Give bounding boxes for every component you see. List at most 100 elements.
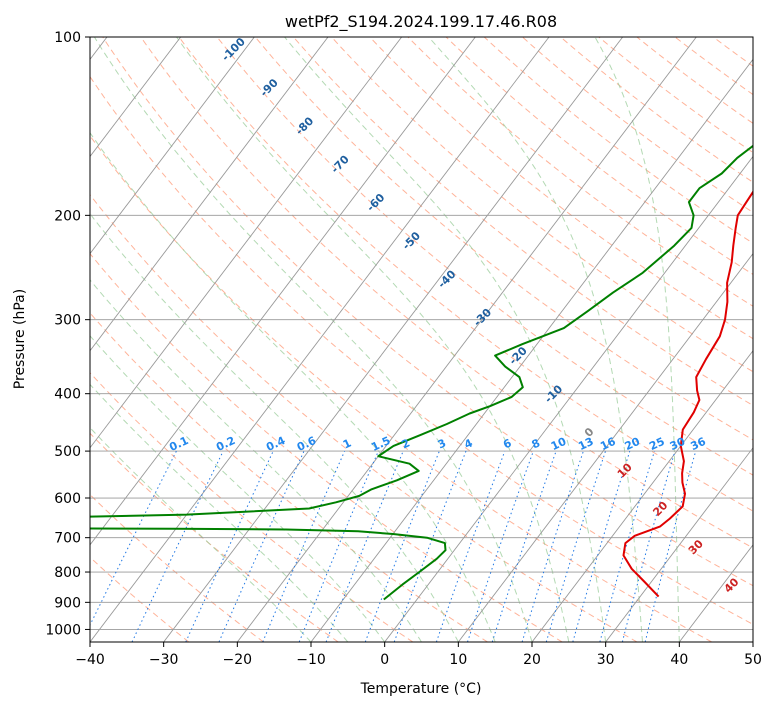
dry-adiabat — [90, 134, 712, 642]
dry-adiabat — [369, 37, 753, 340]
dry-adiabat-label: -20 — [507, 344, 530, 367]
x-axis: −40 −30 −20 −10 0 10 20 30 40 50 — [75, 642, 762, 668]
x-tick-label: −40 — [75, 652, 105, 668]
isotherm — [90, 37, 403, 449]
y-tick-label: 500 — [54, 444, 81, 460]
moist-adiabat — [594, 37, 680, 642]
dry-adiabat-label: -50 — [400, 229, 423, 252]
x-tick-label: 0 — [380, 652, 389, 668]
isotherm — [90, 37, 550, 642]
mixing-ratio-label: 1 — [341, 436, 353, 451]
mixing-ratio-line — [599, 450, 655, 642]
dry-adiabat-label: -40 — [435, 267, 458, 290]
isotherm — [605, 447, 753, 642]
dry-adiabat-label: -60 — [364, 191, 387, 214]
isotherm — [310, 58, 753, 642]
dry-adiabat — [90, 312, 488, 642]
chart-title: wetPf2_S194.2024.199.17.46.R08 — [285, 12, 557, 32]
dry-adiabat — [560, 37, 753, 183]
moist-adiabat — [90, 335, 386, 642]
mixing-ratio-label: 25 — [647, 435, 666, 453]
series-layer — [90, 144, 753, 601]
isotherm — [236, 37, 697, 642]
y-tick-label: 300 — [54, 313, 81, 329]
dry-adiabat — [140, 37, 753, 549]
y-axis: 100 200 300 400 500 600 700 800 900 1000 — [45, 30, 90, 638]
dry-adiabat — [331, 37, 753, 373]
x-tick-label: −10 — [296, 652, 326, 668]
dry-adiabat — [483, 37, 753, 244]
mixing-ratio-label: 4 — [462, 436, 475, 451]
temperature-profile — [622, 190, 753, 598]
dry-adiabat-label: 40 — [722, 575, 742, 595]
dry-adiabat — [90, 193, 638, 642]
dry-adiabat-label: -70 — [329, 153, 352, 176]
mixing-ratio-line — [572, 450, 631, 642]
x-tick-label: 20 — [523, 652, 541, 668]
dry-adiabat-label: -90 — [258, 76, 281, 99]
mixing-ratio-line — [298, 450, 379, 642]
isotherm — [90, 37, 476, 546]
isotherm — [531, 349, 753, 642]
y-tick-label: 400 — [54, 387, 81, 403]
mixing-ratio-line — [435, 450, 506, 642]
isotherm — [163, 37, 624, 642]
dry-adiabat — [712, 37, 753, 67]
dry-adiabat — [636, 37, 753, 124]
mixing-ratio-line — [393, 450, 467, 642]
x-tick-label: −30 — [149, 652, 179, 668]
mixing-ratio-label: 20 — [623, 435, 643, 453]
isotherm — [457, 252, 753, 642]
background-lines — [90, 37, 753, 642]
y-axis-title: Pressure (hPa) — [12, 289, 28, 389]
dry-adiabat — [90, 252, 563, 642]
dry-adiabat — [254, 37, 753, 441]
x-tick-label: 40 — [670, 652, 688, 668]
mixing-ratio-label: 36 — [689, 435, 709, 453]
dry-adiabat — [178, 37, 753, 512]
mixing-ratio-label: 3 — [436, 436, 448, 451]
y-tick-label: 700 — [54, 531, 81, 547]
dry-adiabat — [598, 37, 753, 154]
dry-adiabat-label: -100 — [219, 35, 248, 64]
plot-frame — [89, 36, 754, 643]
mixing-ratio-label: 30 — [668, 435, 688, 453]
isotherm — [752, 641, 753, 642]
dry-adiabat — [445, 37, 753, 275]
mixing-ratio-label: 13 — [576, 435, 595, 453]
mixing-ratio-line — [491, 450, 557, 642]
x-tick-label: −20 — [223, 652, 253, 668]
mixing-ratio-line — [545, 450, 606, 642]
moist-adiabat — [93, 37, 533, 642]
dry-adiabat — [90, 493, 264, 642]
moist-adiabat — [284, 37, 607, 642]
moist-adiabat — [90, 132, 496, 642]
mixing-ratio-line — [621, 450, 676, 642]
y-tick-label: 600 — [54, 491, 81, 507]
mixing-ratio-label: 8 — [530, 436, 542, 451]
dry-adiabat — [90, 372, 414, 642]
x-axis-title: Temperature (°C) — [360, 681, 482, 697]
dry-adiabat-label: -80 — [293, 114, 316, 137]
x-tick-label: 30 — [597, 652, 615, 668]
y-tick-label: 1000 — [45, 622, 81, 638]
mixing-ratio-label: 10 — [549, 435, 569, 453]
isotherm — [90, 37, 329, 352]
y-tick-label: 900 — [54, 595, 81, 611]
dewpoint-profile — [90, 144, 753, 601]
mixing-ratio-line — [131, 450, 224, 642]
mixing-ratio-line — [467, 450, 534, 642]
dry-adiabat — [407, 37, 753, 307]
dry-adiabat-label: 20 — [650, 499, 670, 519]
mixing-ratio-line — [185, 450, 274, 642]
isotherm — [384, 155, 753, 642]
mixing-ratio-label: 16 — [598, 435, 618, 453]
x-tick-label: 10 — [449, 652, 467, 668]
moist-adiabat — [428, 37, 643, 642]
moist-adiabat — [176, 37, 570, 642]
dry-adiabat-label: -30 — [471, 306, 494, 329]
dry-adiabat — [90, 75, 753, 625]
moist-adiabat — [90, 212, 459, 642]
mixing-ratio-line — [521, 450, 584, 642]
